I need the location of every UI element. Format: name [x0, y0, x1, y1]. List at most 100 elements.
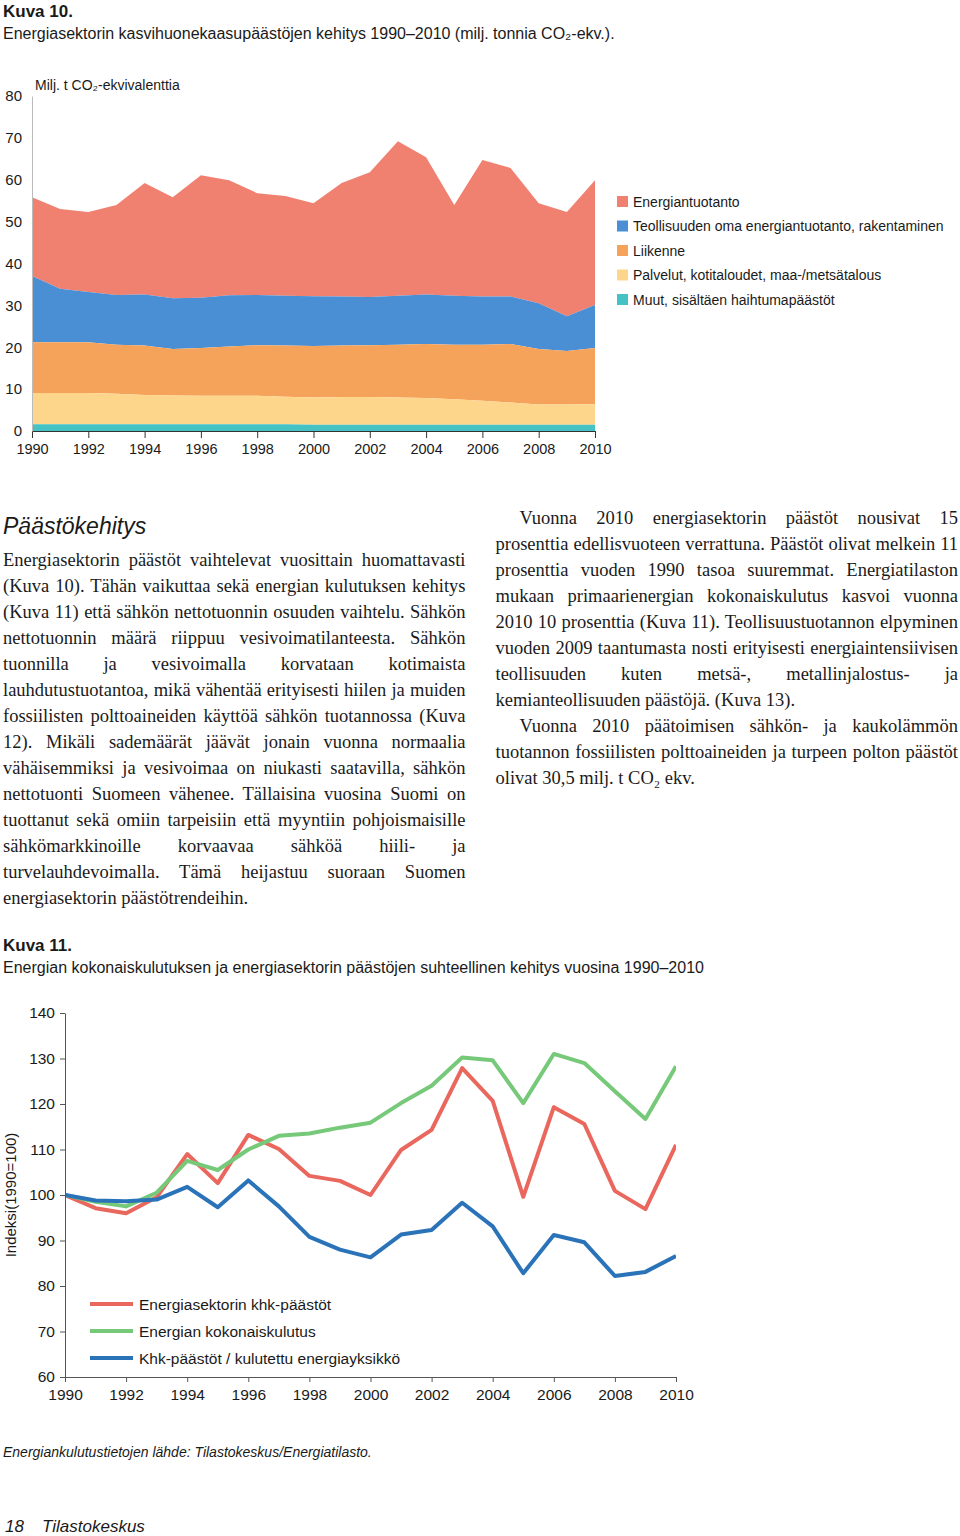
- tick: 2010: [579, 431, 611, 457]
- tick-label: 2006: [467, 441, 499, 457]
- tick-label: 1990: [16, 441, 48, 457]
- tick-label: 1992: [73, 441, 105, 457]
- paragraph: Vuonna 2010 energiasektorin päästöt nous…: [496, 505, 959, 713]
- tick-mark: [60, 1150, 65, 1151]
- tick-mark: [554, 1377, 555, 1382]
- plot-area: [65, 1054, 676, 1276]
- tick: 1994: [170, 1377, 205, 1403]
- tick: 1996: [185, 431, 217, 457]
- tick-mark: [60, 1013, 65, 1014]
- tick: 2006: [537, 1377, 571, 1403]
- tick-mark: [370, 431, 371, 438]
- tick-label: 110: [30, 1141, 55, 1158]
- tick-label: 1996: [185, 441, 217, 457]
- tick: 100: [29, 1186, 65, 1203]
- tick-label: 1994: [170, 1386, 205, 1403]
- tick-label: 70: [38, 1323, 56, 1340]
- tick: 1998: [242, 431, 274, 457]
- tick: 80: [38, 1277, 65, 1294]
- tick: 2002: [354, 431, 386, 457]
- tick-mark: [60, 1377, 65, 1378]
- legend-swatch: [90, 1329, 133, 1333]
- tick: 130: [29, 1050, 65, 1067]
- y-axis: 60 70 80 90 100 110 120 130 140: [29, 1004, 65, 1385]
- tick-mark: [201, 431, 202, 438]
- tick-mark: [595, 431, 596, 438]
- tick-label: 20: [5, 339, 22, 356]
- tick: 2010: [659, 1377, 694, 1403]
- tick-label: 70: [5, 129, 22, 146]
- tick-mark: [60, 1286, 65, 1287]
- tick: 1992: [73, 431, 105, 457]
- tick-label: 80: [38, 1277, 56, 1294]
- tick-label: 60: [5, 171, 22, 188]
- tick-label: 2010: [659, 1386, 694, 1403]
- tick: 1996: [232, 1377, 266, 1403]
- tick-mark: [257, 431, 258, 438]
- tick-mark: [426, 431, 427, 438]
- tick-label: 0: [14, 422, 22, 439]
- figure-title: Kuva 10.: [3, 2, 73, 21]
- tick: 110: [30, 1141, 65, 1158]
- tick-mark: [145, 431, 146, 438]
- tick: 20: [5, 339, 32, 356]
- legend-swatch: [617, 294, 628, 305]
- legend-label: Muut, sisältäen haihtumapäästöt: [633, 292, 835, 308]
- tick-mark: [187, 1377, 188, 1382]
- tick-mark: [309, 1377, 310, 1382]
- tick-label: 60: [38, 1368, 56, 1385]
- tick-label: 40: [5, 255, 22, 272]
- tick: 10: [5, 380, 32, 397]
- tick-label: 1998: [293, 1386, 327, 1403]
- tick-label: 140: [29, 1004, 55, 1021]
- tick-label: 90: [38, 1232, 56, 1249]
- legend-label: Liikenne: [633, 243, 685, 259]
- plot-area: [32, 141, 595, 431]
- text-columns: PäästökehitysEnergiasektorin päästöt vai…: [3, 505, 958, 915]
- tick: 140: [29, 1004, 65, 1021]
- tick: 1994: [129, 431, 161, 457]
- tick-mark: [60, 1332, 65, 1333]
- tick-mark: [65, 1377, 66, 1382]
- legend-swatch: [90, 1302, 133, 1306]
- line: [65, 1180, 676, 1276]
- source-note: Energiankulutustietojen lähde: Tilastoke…: [3, 1444, 372, 1460]
- tick-label: 2002: [415, 1386, 449, 1403]
- line: [65, 1054, 676, 1206]
- tick: 1998: [293, 1377, 327, 1403]
- tick-mark: [432, 1377, 433, 1382]
- axis-title: Indeksi(1990=100): [2, 1133, 19, 1258]
- x-axis: 1990199219941996199820002002200420062008…: [48, 1377, 694, 1403]
- area: [32, 141, 595, 316]
- area: [32, 393, 595, 425]
- tick: 2000: [298, 431, 330, 457]
- tick-mark: [314, 431, 315, 438]
- tick: 2008: [523, 431, 555, 457]
- tick-label: 2002: [354, 441, 386, 457]
- tick-label: 50: [5, 213, 22, 230]
- tick: 50: [5, 213, 32, 230]
- legend-swatch: [90, 1356, 133, 1360]
- tick-mark: [60, 1241, 65, 1242]
- tick-label: 120: [29, 1095, 55, 1112]
- tick: 40: [5, 255, 32, 272]
- legend-swatch: [617, 196, 628, 207]
- tick: 30: [5, 297, 32, 314]
- tick-label: 1990: [48, 1386, 83, 1403]
- tick-label: 80: [5, 87, 22, 104]
- legend-label: Palvelut, kotitaloudet, maa-/metsätalous: [633, 267, 881, 283]
- legend-swatch: [617, 270, 628, 281]
- tick-label: 1996: [232, 1386, 266, 1403]
- tick-label: 2008: [523, 441, 555, 457]
- tick: 2004: [410, 431, 442, 457]
- tick-label: 130: [29, 1050, 55, 1067]
- figure-title: Kuva 11.: [3, 936, 72, 955]
- figure-caption: Energian kokonaiskulutuksen ja energiase…: [3, 959, 704, 976]
- axis-title: Milj. t CO₂-ekvivalenttia: [35, 77, 180, 93]
- tick: 2008: [598, 1377, 632, 1403]
- tick-mark: [248, 1377, 249, 1382]
- axis-line: [32, 97, 33, 432]
- tick: 60: [38, 1368, 65, 1385]
- footer: Tilastokeskus: [42, 1517, 145, 1536]
- tick-label: 2004: [410, 441, 442, 457]
